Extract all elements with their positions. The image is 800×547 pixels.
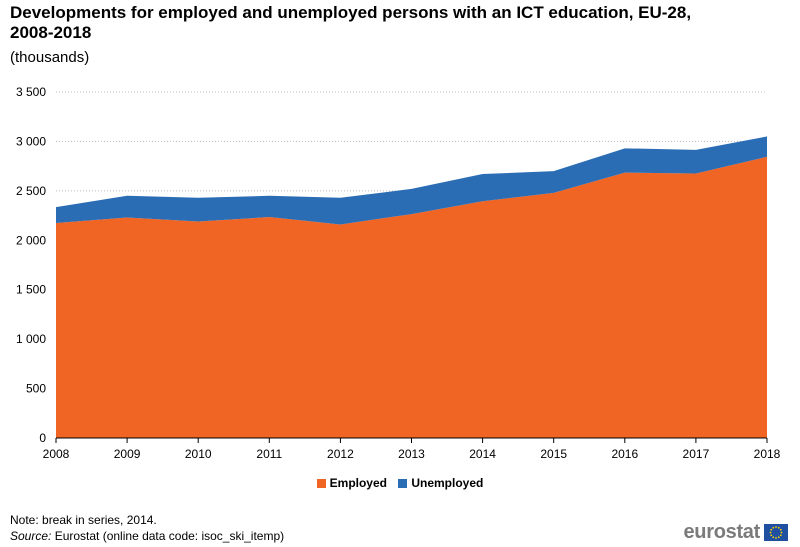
area-unemployed[interactable] (56, 136, 767, 225)
axes: 0 500 1 000 1 500 2 000 2 500 3 000 3 500 2008 20… (16, 85, 781, 461)
legend-label-unemployed: Unemployed (411, 476, 484, 490)
x-tick-label: 2015 (540, 447, 567, 461)
y-tick-label: 500 (26, 382, 46, 396)
x-tick-label: 2018 (754, 447, 781, 461)
flag-star (772, 536, 775, 539)
y-tick-label: 3 500 (16, 85, 46, 99)
flag-star (770, 534, 773, 537)
area-employed[interactable] (56, 156, 767, 438)
footnote: Note: break in series, 2014. (10, 513, 157, 527)
x-tick-label: 2017 (683, 447, 710, 461)
source-text: Eurostat (online data code: isoc_ski_ite… (51, 529, 285, 543)
source-label: Source: (10, 529, 52, 543)
x-tick-label: 2010 (185, 447, 212, 461)
legend: Employed Unemployed (0, 476, 800, 491)
legend-item-employed[interactable]: Employed (316, 476, 387, 490)
x-tick-label: 2014 (469, 447, 496, 461)
chart-title: Developments for employed and unemployed… (10, 3, 692, 42)
y-tick-label: 2 000 (16, 233, 46, 247)
x-tick-label: 2008 (43, 447, 70, 461)
flag-star (772, 526, 775, 529)
data-areas (56, 136, 767, 438)
logo-text: eurostat (683, 521, 760, 543)
legend-item-unemployed[interactable]: Unemployed (398, 476, 483, 490)
flag-star (775, 537, 777, 539)
y-tick-label: 0 (39, 431, 46, 445)
flag-star (775, 526, 777, 528)
legend-swatch-employed (316, 478, 326, 488)
x-tick-label: 2013 (398, 447, 425, 461)
eurostat-logo[interactable]: eurostat (683, 521, 788, 544)
y-tick-label: 1 000 (16, 332, 46, 346)
legend-swatch-unemployed (398, 478, 408, 488)
flag-star (779, 528, 782, 531)
flag-star (770, 528, 773, 531)
y-tick-label: 3 000 (16, 134, 46, 148)
x-tick-label: 2009 (114, 447, 141, 461)
y-tick-label: 2 500 (16, 184, 46, 198)
source-line: Source: Eurostat (online data code: isoc… (10, 528, 284, 544)
flag-star (779, 534, 782, 537)
x-tick-label: 2012 (327, 447, 354, 461)
chart-subtitle: (thousands) (10, 49, 90, 66)
flag-star (777, 526, 780, 529)
x-tick-label: 2016 (611, 447, 638, 461)
x-tick-label: 2011 (256, 447, 282, 461)
legend-label-employed: Employed (329, 476, 387, 490)
flag-star (777, 536, 780, 539)
flag-star (769, 531, 772, 534)
y-tick-label: 1 500 (16, 283, 46, 297)
flag-star (780, 531, 783, 534)
eu-flag-icon (764, 524, 788, 541)
